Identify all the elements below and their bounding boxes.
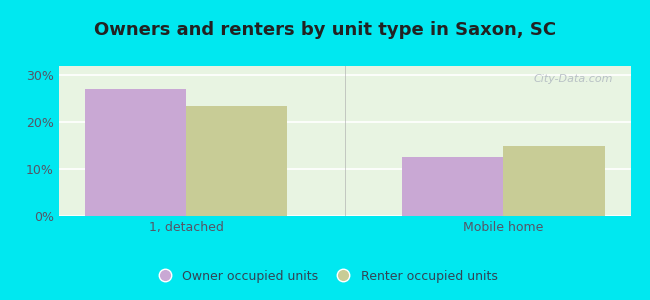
Bar <box>186 106 287 216</box>
Text: Owners and renters by unit type in Saxon, SC: Owners and renters by unit type in Saxon… <box>94 21 556 39</box>
Legend: Owner occupied units, Renter occupied units: Owner occupied units, Renter occupied un… <box>148 265 502 288</box>
Text: City-Data.com: City-Data.com <box>534 74 614 83</box>
Bar <box>402 158 503 216</box>
Bar <box>84 89 186 216</box>
Bar <box>503 146 604 216</box>
